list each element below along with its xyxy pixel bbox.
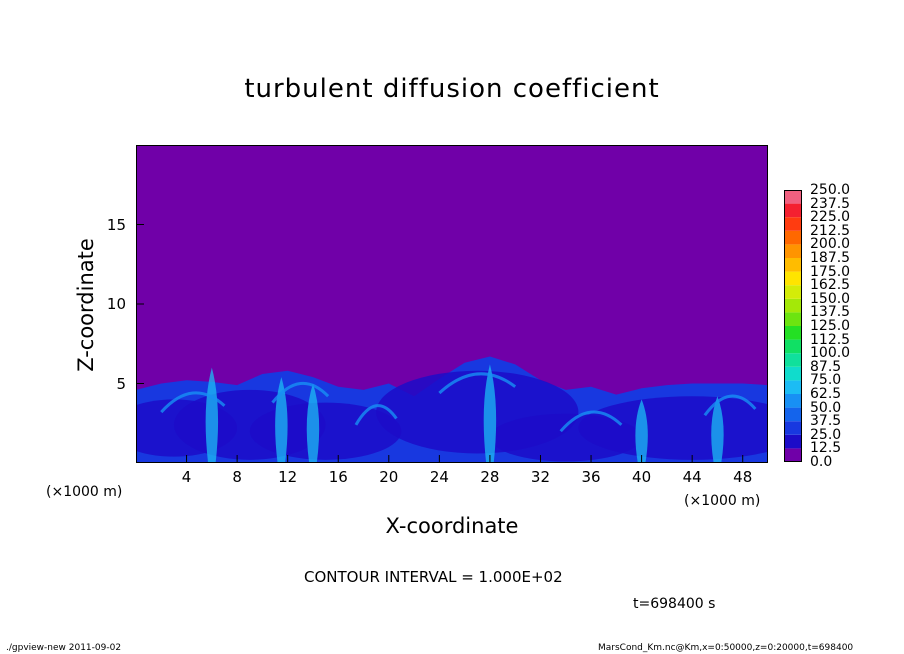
colorbar-swatch xyxy=(784,394,802,408)
y-tick-label: 5 xyxy=(116,374,126,393)
swirl-edge xyxy=(271,381,330,404)
colorbar-label: 37.5 xyxy=(810,413,842,430)
x-axis-unit: (×1000 m) xyxy=(684,493,761,509)
colorbar-label: 225.0 xyxy=(810,209,851,226)
colorbar-label: 212.5 xyxy=(810,222,851,239)
swirl-edge xyxy=(160,391,226,414)
colorbar-swatch xyxy=(784,298,802,313)
colorbar-label: 175.0 xyxy=(810,263,851,280)
y-axis-unit: (×1000 m) xyxy=(46,484,123,500)
plume xyxy=(483,364,497,463)
colorbar-swatch xyxy=(784,353,802,367)
colorbar-swatch xyxy=(784,366,802,381)
x-tick-label: 40 xyxy=(632,468,652,486)
swirl-edge xyxy=(354,404,398,426)
y-tick-label: 10 xyxy=(106,295,126,313)
colorbar-swatch xyxy=(784,258,802,272)
colorbar xyxy=(784,190,802,462)
colorbar-label: 125.0 xyxy=(810,318,851,334)
colorbar-label: 0.0 xyxy=(810,454,833,470)
x-tick-label: 36 xyxy=(581,468,601,486)
colorbar-label: 25.0 xyxy=(810,426,842,443)
y-tick-label: 15 xyxy=(106,215,126,234)
swirl-edge xyxy=(703,394,757,417)
chart-title: turbulent diffusion coefficient xyxy=(244,74,660,104)
colorbar-label: 237.5 xyxy=(810,195,851,212)
colorbar-swatch xyxy=(784,407,802,422)
x-axis-label: X-coordinate xyxy=(385,514,519,538)
colorbar-label: 187.5 xyxy=(810,250,851,266)
swirl-edge xyxy=(559,410,623,433)
colorbar-swatch xyxy=(784,380,802,394)
plume xyxy=(275,377,288,463)
footer-right: MarsCond_Km.nc@Km,x=0:50000,z=0:20000,t=… xyxy=(598,643,854,653)
x-tick-label: 8 xyxy=(232,468,242,486)
colorbar-label: 87.5 xyxy=(810,358,842,375)
colorbar-swatch xyxy=(784,339,802,354)
heatmap-plot xyxy=(136,145,768,463)
x-tick-label: 12 xyxy=(278,468,298,486)
swirl-edge xyxy=(438,372,517,395)
time-label: t=698400 s xyxy=(633,596,716,612)
colorbar-label: 250.0 xyxy=(810,182,851,198)
footer-left: ./gpview-new 2011-09-02 xyxy=(6,643,122,653)
x-tick-label: 32 xyxy=(530,468,551,486)
colorbar-swatch xyxy=(784,434,802,449)
y-axis-label: Z-coordinate xyxy=(74,238,98,372)
plume xyxy=(635,399,648,463)
colorbar-swatch xyxy=(784,326,802,340)
colorbar-swatch xyxy=(784,285,802,299)
x-tick-label: 4 xyxy=(181,468,192,486)
colorbar-swatch xyxy=(784,230,802,245)
plume xyxy=(711,396,724,463)
colorbar-swatch xyxy=(784,190,802,204)
x-tick-label: 48 xyxy=(733,468,753,486)
colorbar-swatch xyxy=(784,217,802,231)
colorbar-label: 200.0 xyxy=(810,236,851,253)
colorbar-label: 50.0 xyxy=(810,399,842,416)
x-tick-label: 44 xyxy=(682,468,702,486)
colorbar-swatch xyxy=(784,271,802,286)
contour-interval: CONTOUR INTERVAL = 1.000E+02 xyxy=(304,568,563,586)
colorbar-label: 112.5 xyxy=(810,331,851,348)
colorbar-label: 162.5 xyxy=(810,277,851,294)
colorbar-label: 137.5 xyxy=(810,304,851,321)
x-tick-label: 28 xyxy=(480,468,500,486)
x-tick-label: 20 xyxy=(379,468,399,486)
x-tick-label: 16 xyxy=(328,468,348,486)
colorbar-swatch xyxy=(784,244,802,258)
colorbar-swatch xyxy=(784,203,802,218)
colorbar-label: 12.5 xyxy=(810,440,842,457)
colorbar-label: 150.0 xyxy=(810,290,851,307)
turbulence-core xyxy=(249,402,402,460)
colorbar-label: 100.0 xyxy=(810,345,851,362)
colorbar-swatch xyxy=(784,448,802,462)
plume xyxy=(306,383,320,463)
colorbar-swatch xyxy=(784,312,802,326)
x-tick-label: 24 xyxy=(429,468,449,486)
colorbar-swatch xyxy=(784,421,802,435)
colorbar-frame xyxy=(784,190,802,462)
plume xyxy=(205,367,219,463)
colorbar-label: 62.5 xyxy=(810,386,842,402)
colorbar-label: 75.0 xyxy=(810,372,842,389)
